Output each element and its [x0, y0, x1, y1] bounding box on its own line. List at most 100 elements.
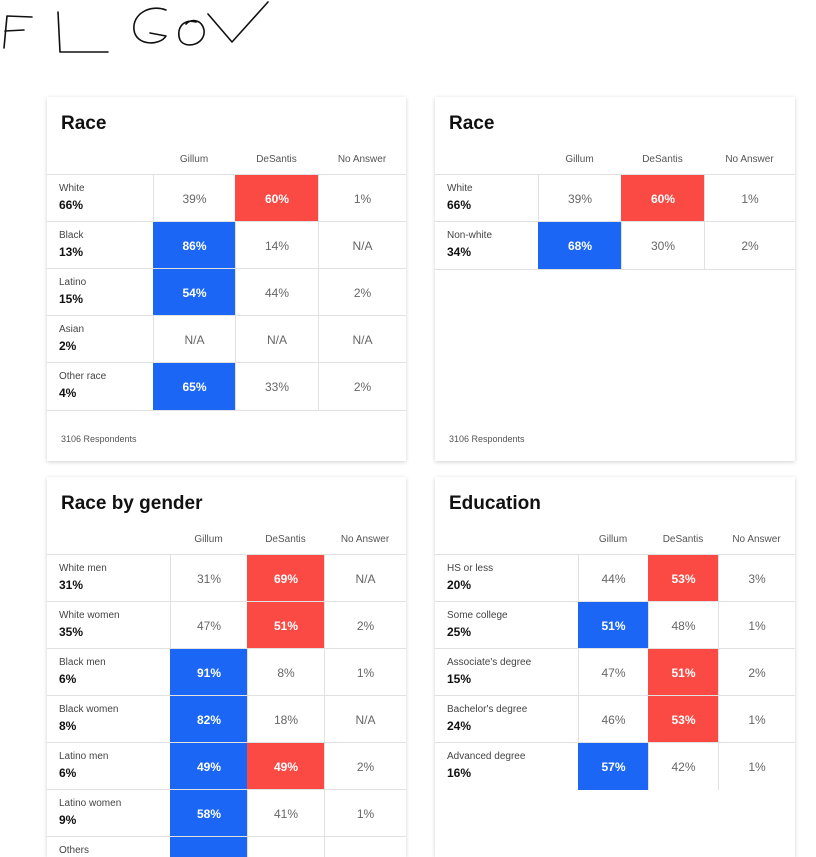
- group-share: 8%: [59, 719, 77, 733]
- cell-gillum: 91%: [170, 649, 247, 696]
- table-row: Associate's degree 15% 47% 51% 2%: [435, 648, 795, 696]
- col-header-no-answer: No Answer: [732, 534, 781, 545]
- cell-desantis: 69%: [247, 555, 324, 602]
- group-share: 4%: [59, 386, 77, 400]
- row-label: HS or less 20%: [447, 563, 493, 593]
- row-label: Non-white 34%: [447, 230, 492, 260]
- cell-desantis: 30%: [621, 222, 704, 269]
- cell-no-answer: 3%: [718, 555, 795, 602]
- group-share: 13%: [59, 245, 84, 259]
- cell-no-answer: N/A: [318, 222, 406, 269]
- cell-desantis: 51%: [648, 649, 718, 696]
- table-row: Non-white 34% 68% 30% 2%: [435, 221, 795, 270]
- table-row: Other race 4% 65% 33% 2%: [47, 362, 406, 411]
- cell-no-answer: 1%: [718, 743, 795, 790]
- cell-gillum: 31%: [170, 555, 247, 602]
- table-row: Others: [47, 836, 406, 857]
- cell-gillum: [170, 837, 247, 857]
- group-name: HS or less: [447, 563, 494, 574]
- group-name: Some college: [447, 610, 508, 621]
- cell-no-answer: 1%: [324, 790, 406, 837]
- cell-desantis: 60%: [621, 175, 704, 222]
- row-label: Black women 8%: [59, 704, 118, 734]
- card-title: Race: [61, 113, 107, 134]
- col-header-desantis: DeSantis: [642, 154, 683, 165]
- table-row: White 66% 39% 60% 1%: [47, 174, 406, 222]
- cell-desantis: 42%: [648, 743, 718, 790]
- cell-no-answer: 2%: [318, 269, 406, 316]
- row-label: Latino men 6%: [59, 751, 108, 781]
- table-row: HS or less 20% 44% 53% 3%: [435, 554, 795, 602]
- group-name: Latino women: [59, 798, 122, 809]
- group-share: 66%: [59, 198, 84, 212]
- cell-gillum: 44%: [578, 555, 648, 602]
- group-name: Advanced degree: [447, 751, 526, 762]
- row-label: Associate's degree 15%: [447, 657, 531, 687]
- cell-no-answer: 1%: [718, 602, 795, 649]
- group-share: 34%: [447, 245, 472, 259]
- group-name: Black women: [59, 704, 119, 715]
- col-header-gillum: Gillum: [565, 154, 594, 165]
- cell-gillum: 68%: [538, 222, 621, 269]
- table-row: Latino women 9% 58% 41% 1%: [47, 789, 406, 837]
- row-label: Latino 15%: [59, 277, 86, 307]
- cell-desantis: 53%: [648, 696, 718, 743]
- table-row: White women 35% 47% 51% 2%: [47, 601, 406, 649]
- cell-no-answer: N/A: [324, 696, 406, 743]
- respondents-note: 3106 Respondents: [449, 434, 525, 444]
- group-name: Other race: [59, 371, 107, 382]
- row-label: Asian 2%: [59, 324, 84, 354]
- group-share: 25%: [447, 625, 472, 639]
- group-name: Non-white: [447, 230, 493, 241]
- cell-gillum: 39%: [153, 175, 235, 222]
- cell-gillum: 58%: [170, 790, 247, 837]
- group-name: Asian: [59, 324, 85, 335]
- group-share: 9%: [59, 813, 77, 827]
- handwritten-fl-gov-scribble: [3, 1, 269, 53]
- cell-no-answer: 2%: [324, 602, 406, 649]
- group-share: 66%: [447, 198, 472, 212]
- group-name: Latino men: [59, 751, 109, 762]
- col-header-no-answer: No Answer: [725, 154, 774, 165]
- group-share: 35%: [59, 625, 84, 639]
- group-share: 24%: [447, 719, 472, 733]
- table-row: Black women 8% 82% 18% N/A: [47, 695, 406, 743]
- cell-desantis: 44%: [235, 269, 318, 316]
- cell-gillum: 51%: [578, 602, 648, 649]
- row-label: Advanced degree 16%: [447, 751, 525, 781]
- cell-no-answer: 2%: [704, 222, 795, 269]
- cell-gillum: 47%: [578, 649, 648, 696]
- cell-no-answer: 1%: [318, 175, 406, 222]
- table-row: Asian 2% N/A N/A N/A: [47, 315, 406, 363]
- cell-gillum: 82%: [170, 696, 247, 743]
- cell-desantis: [247, 837, 324, 857]
- race-card: Race Gillum DeSantis No Answer White 66% 3…: [47, 97, 406, 461]
- row-label: Others: [59, 845, 89, 857]
- cell-gillum: N/A: [153, 316, 235, 363]
- group-name: White women: [59, 610, 120, 621]
- group-share: 6%: [59, 766, 77, 780]
- group-name: Latino: [59, 277, 87, 288]
- row-label: Some college 25%: [447, 610, 508, 640]
- cell-desantis: 33%: [235, 363, 318, 410]
- cell-desantis: 8%: [247, 649, 324, 696]
- row-label: White 66%: [59, 183, 85, 213]
- cell-gillum: 39%: [538, 175, 621, 222]
- group-name: Associate's degree: [447, 657, 532, 668]
- cell-gillum: 65%: [153, 363, 235, 410]
- cell-desantis: N/A: [235, 316, 318, 363]
- group-name: White: [59, 183, 85, 194]
- table-row: Bachelor's degree 24% 46% 53% 1%: [435, 695, 795, 743]
- col-header-gillum: Gillum: [194, 534, 223, 545]
- group-share: 31%: [59, 578, 84, 592]
- table-row: Latino men 6% 49% 49% 2%: [47, 742, 406, 790]
- group-share: 15%: [59, 292, 84, 306]
- cell-no-answer: 1%: [718, 696, 795, 743]
- cell-desantis: 60%: [235, 175, 318, 222]
- cell-no-answer: 1%: [704, 175, 795, 222]
- cell-desantis: 53%: [648, 555, 718, 602]
- cell-gillum: 54%: [153, 269, 235, 316]
- group-share: 15%: [447, 672, 472, 686]
- cell-no-answer: 2%: [718, 649, 795, 696]
- col-header-desantis: DeSantis: [662, 534, 704, 545]
